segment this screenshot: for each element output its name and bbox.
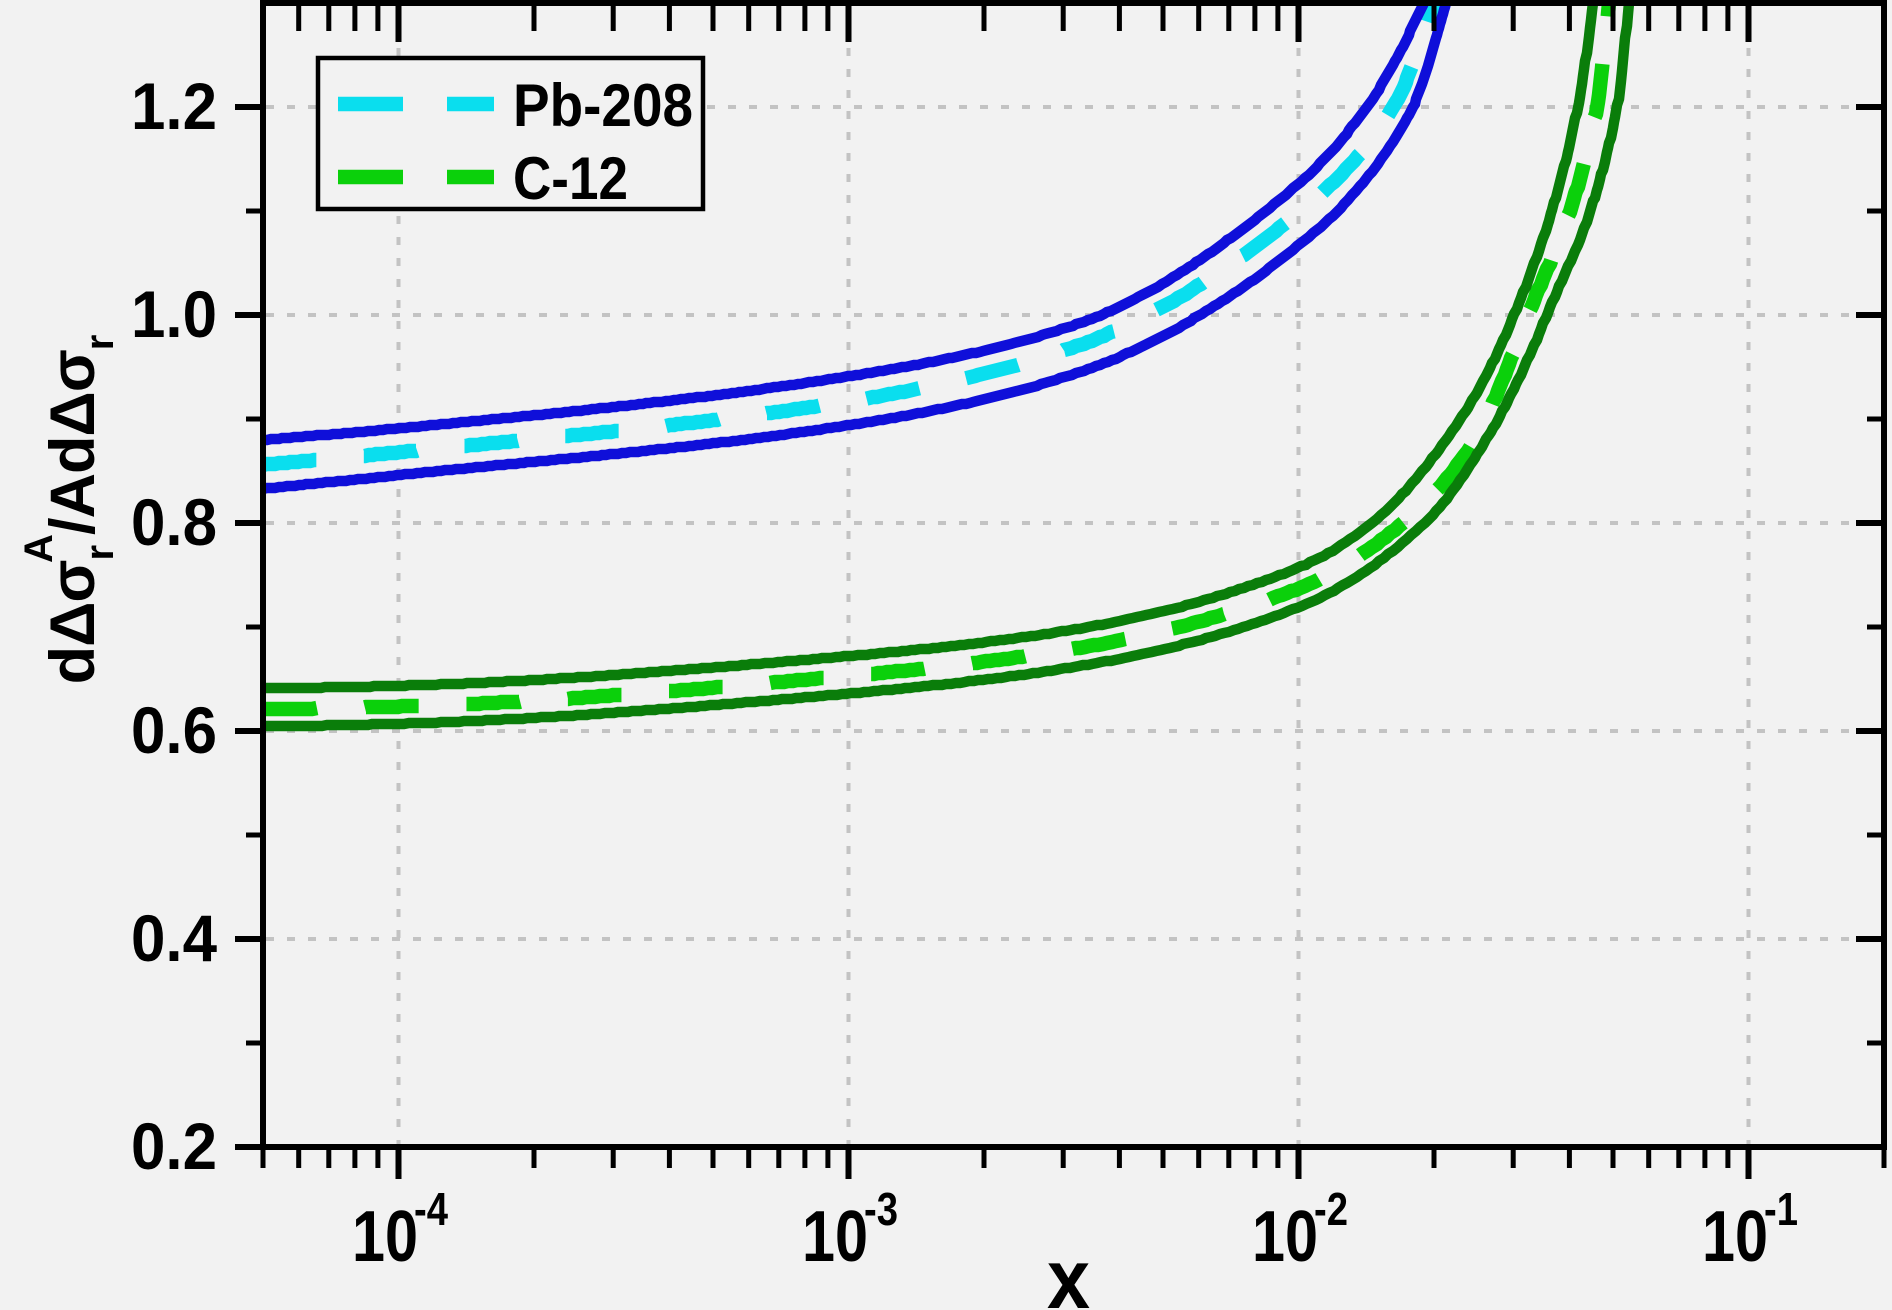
svg-text:10: 10 (1252, 1197, 1318, 1277)
svg-text:-3: -3 (864, 1183, 898, 1235)
svg-text:0.4: 0.4 (131, 901, 217, 975)
svg-text:1.0: 1.0 (131, 277, 217, 351)
svg-text:0.6: 0.6 (131, 693, 217, 767)
svg-text:-2: -2 (1314, 1183, 1348, 1235)
svg-text:-1: -1 (1764, 1183, 1798, 1235)
svg-text:10: 10 (352, 1197, 418, 1277)
svg-text:10: 10 (802, 1197, 868, 1277)
svg-text:0.8: 0.8 (131, 485, 217, 559)
svg-text:0.2: 0.2 (131, 1109, 217, 1183)
svg-text:x: x (1047, 1232, 1090, 1310)
svg-text:-4: -4 (414, 1183, 448, 1235)
svg-text:Pb-208: Pb-208 (513, 72, 693, 139)
svg-text:10: 10 (1702, 1197, 1768, 1277)
svg-text:C-12: C-12 (513, 145, 628, 212)
svg-text:1.2: 1.2 (131, 69, 217, 143)
svg-text:dΔσrA/AdΔσr: dΔσrA/AdΔσr (17, 335, 122, 684)
